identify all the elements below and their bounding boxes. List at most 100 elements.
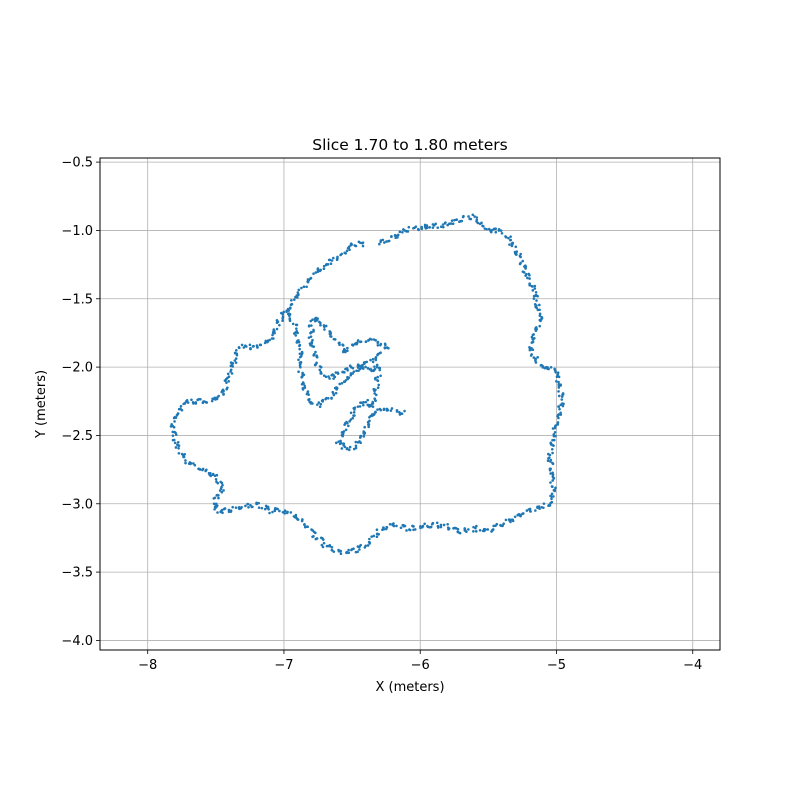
data-point: [518, 262, 522, 266]
data-point: [549, 481, 552, 484]
data-point: [344, 428, 348, 432]
data-point: [256, 345, 259, 349]
data-point: [534, 290, 538, 294]
data-point: [298, 355, 302, 359]
data-point: [186, 401, 190, 404]
data-point: [273, 509, 277, 513]
data-point: [371, 357, 375, 361]
data-point: [536, 294, 539, 298]
data-point: [276, 320, 279, 323]
data-point: [296, 291, 300, 294]
x-tick-label: −6: [411, 658, 430, 673]
data-point: [344, 252, 348, 255]
data-point: [359, 340, 362, 344]
data-point: [293, 332, 296, 335]
data-point: [395, 410, 399, 413]
data-point: [325, 544, 329, 548]
data-point: [328, 377, 331, 380]
y-tick-label: −2.0: [61, 361, 93, 376]
plot-frame: [99, 157, 721, 651]
data-point: [348, 420, 351, 423]
data-point: [435, 521, 439, 525]
data-point: [237, 506, 241, 509]
data-point: [318, 320, 321, 324]
data-point: [549, 472, 552, 475]
data-point: [361, 244, 365, 248]
y-axis-label: Y (meters): [34, 370, 49, 439]
data-point: [525, 509, 529, 512]
data-point: [436, 226, 440, 229]
data-point: [460, 219, 464, 223]
data-point: [532, 297, 536, 300]
data-point: [412, 528, 415, 532]
data-point: [373, 389, 376, 393]
data-point: [317, 401, 321, 404]
data-point: [319, 268, 322, 272]
data-point: [281, 510, 285, 514]
y-tick-label: −3.0: [61, 497, 93, 512]
data-point: [303, 523, 306, 526]
data-point: [550, 492, 554, 496]
data-point: [541, 365, 545, 368]
data-point: [376, 408, 379, 411]
data-point: [301, 518, 304, 521]
data-point: [289, 511, 293, 514]
data-point: [376, 340, 380, 344]
data-point: [244, 504, 247, 508]
data-point: [268, 338, 271, 342]
data-point: [481, 224, 485, 228]
data-point: [283, 509, 287, 513]
data-point: [443, 221, 447, 225]
data-point: [472, 525, 475, 529]
data-point: [176, 443, 179, 447]
data-point: [292, 298, 296, 301]
data-point: [329, 335, 332, 338]
data-point: [332, 337, 336, 341]
data-point: [452, 527, 455, 530]
data-point: [313, 317, 317, 321]
data-point: [230, 372, 234, 375]
data-point: [528, 277, 531, 280]
data-point: [373, 365, 376, 368]
data-point: [364, 400, 368, 404]
data-point: [322, 267, 326, 271]
data-point: [282, 310, 286, 314]
data-point: [363, 425, 366, 429]
data-point: [306, 279, 310, 283]
data-point: [419, 526, 422, 530]
data-points: [169, 213, 565, 556]
data-point: [318, 368, 322, 372]
data-point: [350, 243, 354, 246]
data-point: [391, 522, 394, 526]
data-point: [376, 353, 379, 357]
data-point: [229, 368, 233, 372]
data-point: [247, 505, 250, 509]
data-point: [316, 267, 320, 270]
data-point: [398, 230, 402, 234]
data-point: [500, 232, 504, 235]
data-point: [453, 218, 456, 222]
data-point: [373, 367, 377, 371]
data-point: [547, 367, 550, 371]
data-point: [396, 234, 399, 238]
data-point: [475, 524, 478, 528]
data-point: [339, 441, 343, 445]
data-point: [458, 220, 461, 224]
data-point: [376, 386, 380, 390]
data-point: [297, 340, 301, 344]
data-point: [319, 402, 323, 406]
data-point: [507, 236, 510, 240]
data-point: [258, 343, 262, 347]
data-point: [542, 502, 546, 505]
data-point: [549, 458, 553, 462]
data-point: [354, 446, 358, 450]
data-point: [390, 407, 394, 410]
data-point: [538, 308, 541, 312]
data-point: [231, 361, 235, 365]
data-point: [272, 337, 275, 340]
data-point: [522, 271, 526, 274]
data-point: [549, 365, 553, 369]
data-point: [227, 380, 231, 383]
data-point: [222, 392, 225, 396]
